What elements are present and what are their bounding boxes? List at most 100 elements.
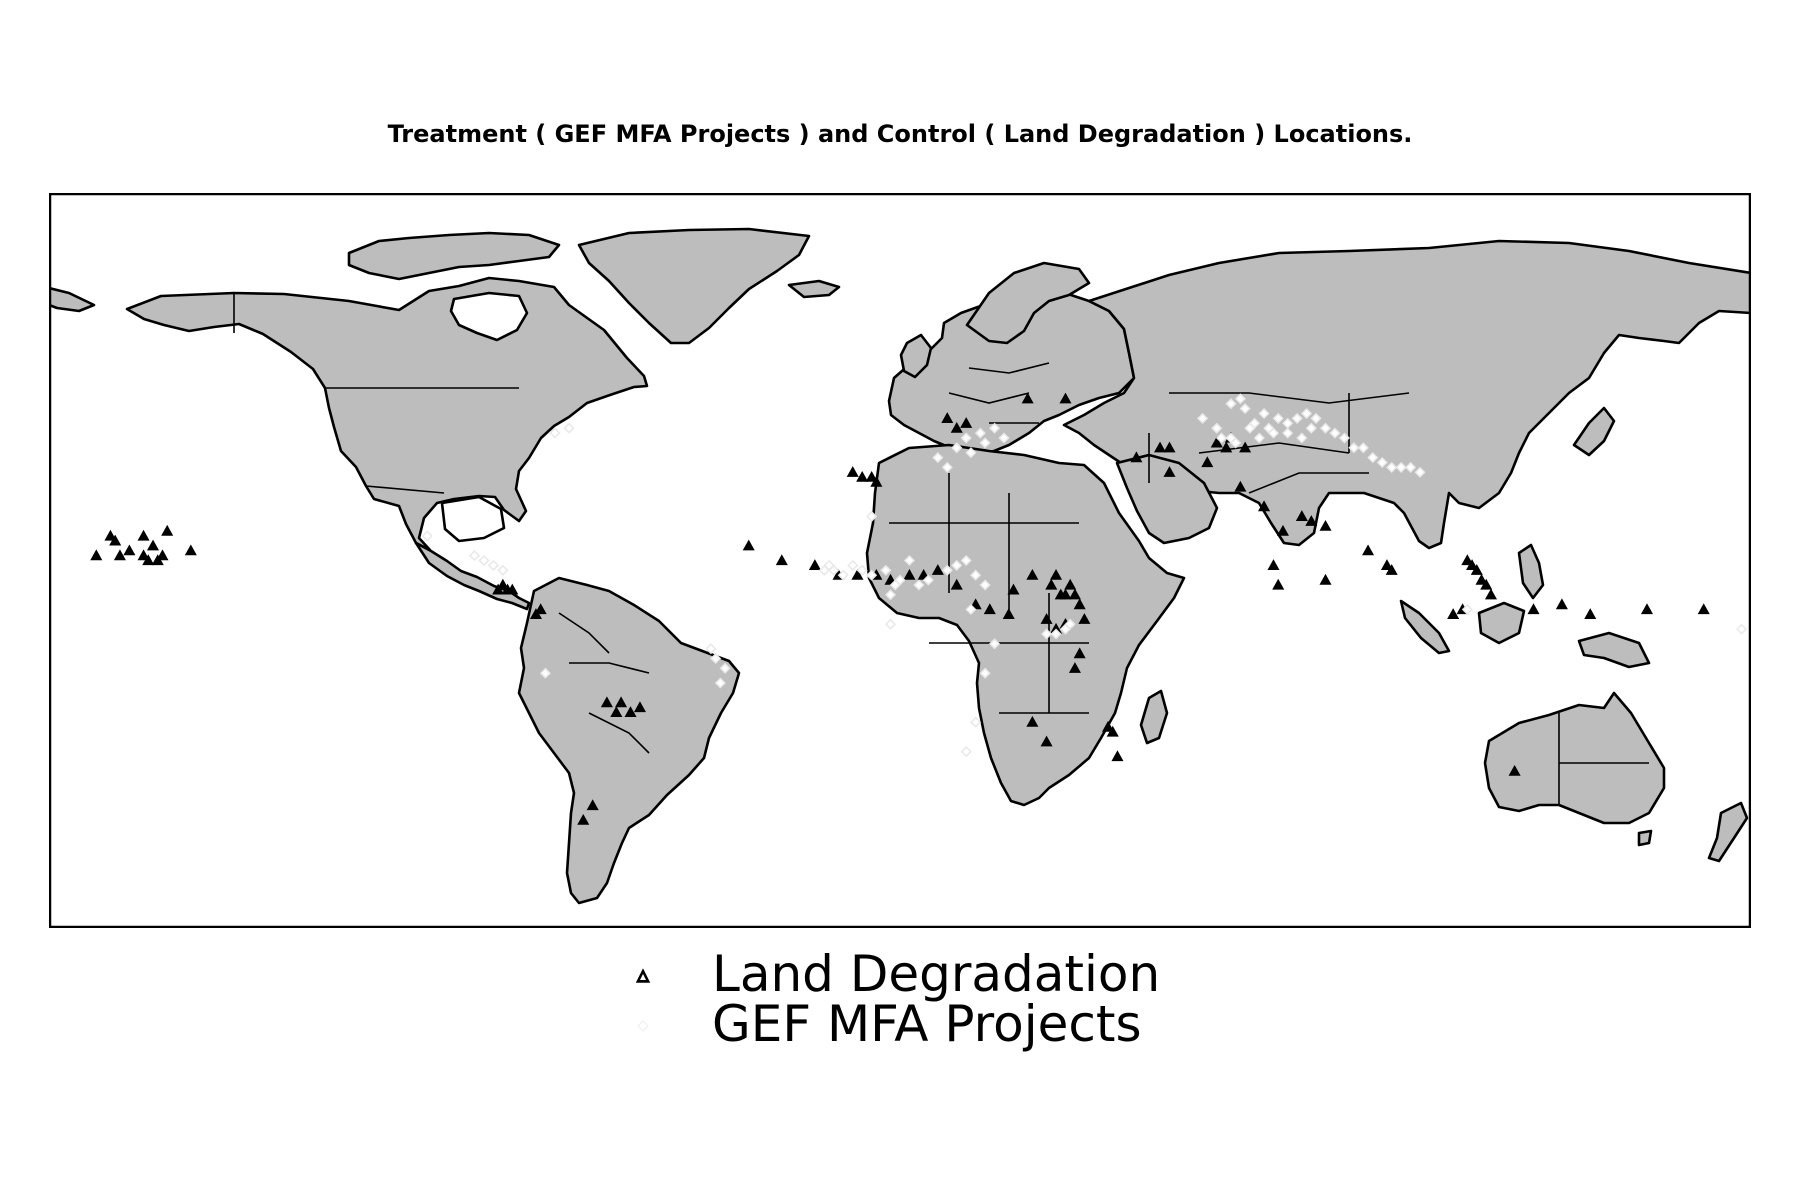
land-degradation-point [156,549,169,561]
gef-mfa-point [1230,437,1242,449]
land-degradation-point [104,529,117,541]
land-degradation-point [851,568,864,580]
land-degradation-point [1276,524,1289,536]
gef-mfa-point [1064,618,1076,630]
land-degradation-point [1045,578,1058,590]
land-degradation-point [624,706,637,718]
australia-land [1483,691,1666,825]
gef-mfa-point [960,432,972,444]
gef-mfa-point [970,716,982,728]
land-degradation-point [1064,578,1077,590]
land-degradation-point [633,701,646,713]
gef-mfa-point [998,432,1010,444]
land-degradation-point [137,549,150,561]
gef-mfa-point [866,510,878,522]
land-degradation-point [151,554,164,566]
land-degradation-point [1106,725,1119,737]
world-map [49,193,1751,928]
land-degradation-point [1059,392,1072,404]
gef-mfa-point [837,569,849,581]
gef-mfa-point [884,589,897,601]
legend: Land Degradation GEF MFA Projects [620,945,1220,1053]
gef-mfa-point [1291,412,1303,424]
gef-mfa-point [847,559,859,571]
gef-mfa-point [903,554,916,567]
land-degradation-point [846,466,859,477]
europe-borders [948,362,1050,424]
map-title: Treatment ( GEF MFA Projects ) and Contr… [387,120,1413,148]
land-degradation-point [577,813,590,825]
gef-mfa-point [965,447,977,459]
borneo-land [1477,601,1526,645]
gef-mfa-point [1735,623,1748,635]
gef-mfa-point [1405,461,1417,473]
land-degradation-point [534,603,547,615]
gef-mfa-point [866,569,878,581]
gef-mfa-point [1050,628,1062,640]
land-degradation-point [610,706,623,718]
gef-mfa-point [974,427,986,439]
land-degradation-point [123,544,136,556]
gef-mfa-point [1267,427,1280,439]
gef-mfa-point [1041,628,1053,640]
land-degradation-point [1002,608,1015,619]
land-degradation-point [903,568,916,580]
land-degradation-point [1040,613,1053,624]
land-degradation-point [1049,568,1063,580]
gef-mfa-point [979,667,991,679]
gef-mfa-point [828,564,840,576]
land-degradation-point [142,554,155,566]
japan-land [1572,406,1616,457]
land-degradation-point [983,603,996,615]
land-degradation-point [1021,392,1034,404]
gef-mfa-point [1296,432,1308,444]
land-degradation-point [1555,598,1568,610]
land-degradation-point [1073,647,1086,659]
land-degradation-point [1239,441,1252,453]
asia-borders [1148,392,1410,494]
land-degradation-point [1584,608,1597,619]
land-degradation-point [1305,515,1318,526]
land-degradation-point [1385,564,1398,575]
gef-mfa-point [880,564,892,576]
gef-mfa-point [1414,466,1426,478]
land-degradation-point [506,583,519,595]
land-degradation-point [1130,451,1143,463]
gef-mfa-point [941,564,953,576]
land-degradation-point [1102,720,1115,732]
land-degradation-point [775,554,788,566]
gef-mfa-point [1253,432,1265,444]
gef-mfa-point [1386,461,1398,473]
land-degradation-point [1461,554,1474,566]
gef-mfa-point [1211,422,1223,434]
sumatra-land [1399,599,1451,655]
gef-mfa-point [705,643,717,655]
gef-mfa-point [1249,417,1261,429]
gulf-mexico-water [440,495,506,543]
land-degradation-point [586,799,599,811]
gef-mfa-point [1305,422,1317,434]
land-degradation-point [1111,750,1124,762]
gef-mfa-point [487,559,499,571]
land-degradation-point [1163,441,1176,453]
new-guinea-land [1577,631,1651,669]
land-degradation-point [865,470,878,482]
gef-mfa-point [719,662,731,674]
land-degradation-point [1319,519,1332,531]
land-degradation-point [941,412,954,423]
land-degradation-point [1447,608,1460,619]
gef-mfa-point [988,422,1001,434]
land-degradation-point [600,696,613,708]
uk-land [899,333,933,379]
gef-mfa-point [1338,432,1350,444]
new-zealand-land [1707,801,1749,863]
land-degradation-point [1697,603,1710,615]
land-degradation-point [742,539,755,551]
land-degradation-point [1527,603,1540,615]
land-degradation-point [1480,578,1493,590]
gef-mfa-point [549,427,561,439]
gef-mfa-point [884,618,897,630]
land-degradation-point [1234,480,1247,492]
gef-mfa-point [478,554,490,567]
land-degradation-point [1484,588,1497,600]
